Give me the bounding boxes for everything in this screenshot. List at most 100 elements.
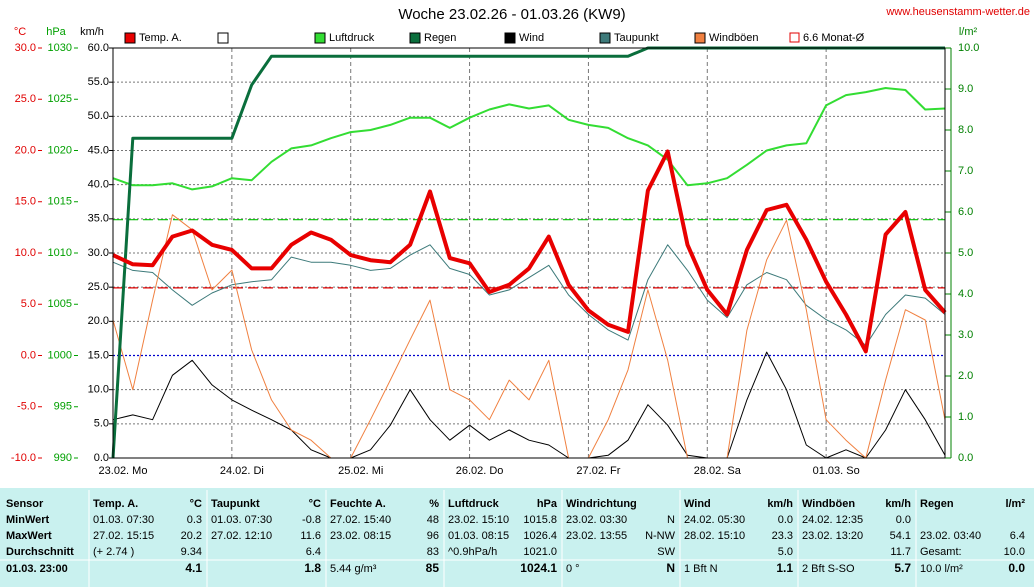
y-tick-label: 1015: [48, 196, 72, 208]
chart-title: Woche 23.02.26 - 01.03.26 (KW9): [398, 6, 625, 23]
table-cell-value: 1.8: [304, 561, 321, 575]
legend-swatch: [314, 32, 326, 44]
table-cell-text: 10.0 l/m²: [920, 563, 963, 575]
table-cell-text: 23.02. 13:55: [566, 530, 627, 542]
table-cell-value: 9.34: [181, 546, 202, 558]
y-tick-label: 7.0: [958, 165, 973, 177]
y-tick-label: 2.0: [958, 370, 973, 382]
x-tick-label: 25.02. Mi: [338, 465, 383, 477]
table-header: Sensor: [6, 498, 44, 510]
table-cell-value: 1015.8: [523, 514, 557, 526]
table-cell-value: 6.4: [1010, 530, 1025, 542]
series-line: [112, 351, 946, 459]
x-tick-label: 24.02. Di: [220, 465, 264, 477]
y-tick-label: 1020: [48, 144, 72, 156]
y-tick-label: 40.0: [88, 179, 109, 191]
y-tick-label: 25.0: [15, 93, 36, 105]
table-header-unit: %: [429, 498, 439, 510]
table-cell-text: 01.03. 08:15: [448, 530, 509, 542]
table-cell-text: 24.02. 12:35: [802, 514, 863, 526]
y-tick-label: 1005: [48, 298, 72, 310]
y-tick-label: 3.0: [958, 329, 973, 341]
table-cell-value: 0.0: [1008, 561, 1025, 575]
x-tick-label: 23.02. Mo: [99, 465, 148, 477]
y-tick-label: 1000: [48, 349, 72, 361]
legend-swatch: [124, 32, 136, 44]
table-cell-value: 48: [427, 514, 439, 526]
y-tick-label: 45.0: [88, 144, 109, 156]
legend-label: Regen: [424, 32, 456, 44]
y-tick-label: 1.0: [958, 411, 973, 423]
table-cell-value: 96: [427, 530, 439, 542]
table-cell-value: N-NW: [645, 530, 676, 542]
table-cell-value: 0.0: [896, 514, 911, 526]
legend-swatch: [599, 32, 611, 44]
table-cell-value: 11.7: [890, 546, 911, 558]
table-cell-text: 28.02. 15:10: [684, 530, 745, 542]
table-cell-value: 10.0: [1004, 546, 1025, 558]
table-cell-value: 0.3: [187, 514, 202, 526]
series-line: [112, 244, 946, 346]
table-cell-value: N: [667, 514, 675, 526]
table-cell-value: 1.1: [776, 561, 793, 575]
legend-label: 6.6 Monat-Ø: [803, 32, 865, 44]
y-tick-label: 20.0: [15, 144, 36, 156]
legend-label: Temp. A.: [139, 32, 182, 44]
table-cell-value: 85: [426, 561, 440, 575]
table-cell-text: 27.02. 12:10: [211, 530, 272, 542]
y-tick-label: 35.0: [88, 213, 109, 225]
series-line: [112, 87, 946, 191]
y-tick-label: 0.0: [94, 452, 109, 464]
y-tick-label: 10.0: [88, 384, 109, 396]
legend-empty-box: [217, 32, 229, 44]
y-tick-label: 60.0: [88, 42, 109, 54]
y-tick-label: 15.0: [15, 196, 36, 208]
table-cell-text: 23.02. 03:40: [920, 530, 981, 542]
table-header: Temp. A.: [93, 498, 138, 510]
y-tick-label: 20.0: [88, 315, 109, 327]
table-cell-value: 20.2: [181, 530, 202, 542]
table-header-unit: °C: [190, 498, 202, 510]
legend-swatch: [504, 32, 516, 44]
table-row-label: MinWert: [6, 514, 50, 526]
table-row-label: Durchschnitt: [6, 546, 74, 558]
y-tick-label: 10.0: [958, 42, 979, 54]
table-row-label: MaxWert: [6, 530, 52, 542]
x-tick-label: 01.03. So: [813, 465, 860, 477]
y-tick-label: -5.0: [17, 401, 36, 413]
table-header: Luftdruck: [448, 498, 500, 510]
plot-frame: [112, 47, 946, 459]
table-cell-value: 1026.4: [523, 530, 557, 542]
table-cell-value: 1024.1: [520, 561, 557, 575]
table-cell-value: SW: [657, 546, 675, 558]
table-header-unit: hPa: [537, 498, 558, 510]
table-cell-value: 0.0: [778, 514, 793, 526]
y-tick-label: 8.0: [958, 124, 973, 136]
x-tick-label: 26.02. Do: [456, 465, 504, 477]
legend-swatch: [409, 32, 421, 44]
y-tick-label: 10.0: [15, 247, 36, 259]
table-header-unit: l/m²: [1005, 498, 1025, 510]
table-cell-text: 2 Bft S-SO: [802, 563, 855, 575]
y-tick-label: -10.0: [11, 452, 36, 464]
table-cell-text: 27.02. 15:40: [330, 514, 391, 526]
table-cell-text: 1 Bft N: [684, 563, 718, 575]
table-cell-text: 5.44 g/m³: [330, 563, 377, 575]
y-tick-label: 30.0: [88, 247, 109, 259]
y-tick-label: 4.0: [958, 288, 973, 300]
series-line: [112, 214, 946, 459]
y-tick-label: 5.0: [94, 418, 109, 430]
y-tick-label: 995: [54, 401, 72, 413]
table-cell-text: ^0.9hPa/h: [448, 546, 497, 558]
y-tick-label: 0.0: [21, 349, 36, 361]
table-cell-text: Gesamt:: [920, 546, 962, 558]
y-tick-label: 0.0: [958, 452, 973, 464]
legend-label: Wind: [519, 32, 544, 44]
table-cell-value: -0.8: [302, 514, 321, 526]
table-cell-value: 5.0: [778, 546, 793, 558]
table-header: Taupunkt: [211, 498, 260, 510]
table-cell-text: 01.03. 07:30: [93, 514, 154, 526]
table-header: Regen: [920, 498, 954, 510]
table-header: Windböen: [802, 498, 855, 510]
